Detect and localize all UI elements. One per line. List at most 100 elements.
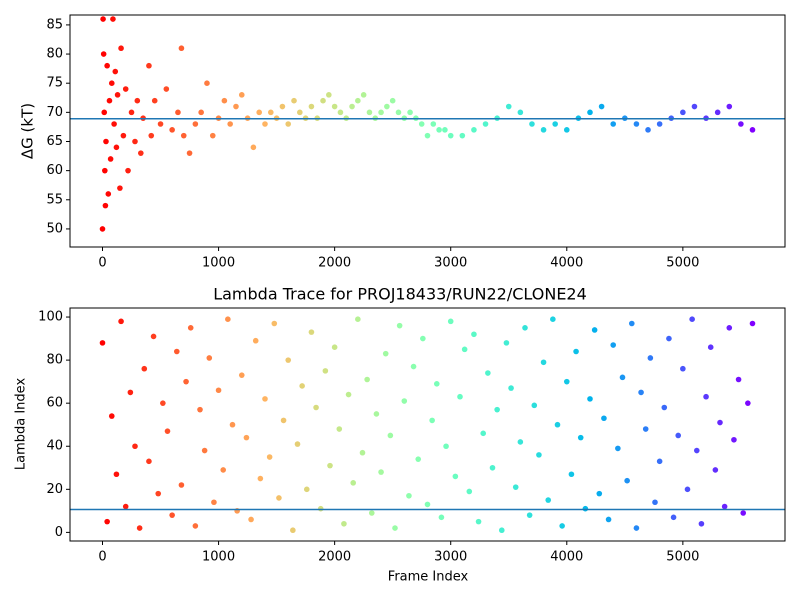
point — [146, 458, 152, 465]
point — [436, 127, 442, 133]
point — [512, 484, 519, 490]
point — [740, 510, 747, 516]
point — [206, 355, 213, 361]
point — [294, 441, 301, 447]
point — [442, 127, 448, 133]
point — [424, 132, 431, 139]
point — [211, 499, 217, 506]
point — [563, 127, 570, 133]
point — [424, 501, 431, 508]
point — [113, 144, 120, 151]
chart-title: Lambda Trace for PROJ18433/RUN22/CLONE24 — [213, 285, 587, 304]
point — [151, 97, 158, 104]
point — [169, 512, 175, 518]
y-tick-label: 70 — [46, 105, 63, 120]
point — [540, 359, 547, 366]
point — [633, 525, 640, 531]
point — [248, 516, 254, 523]
point — [382, 350, 389, 357]
point — [308, 103, 315, 110]
point — [536, 452, 542, 458]
point — [638, 389, 644, 396]
point — [684, 486, 691, 493]
point — [114, 92, 121, 98]
point — [494, 406, 500, 413]
point — [364, 376, 370, 383]
point — [197, 406, 203, 413]
point — [113, 471, 120, 478]
point — [714, 109, 721, 116]
point — [429, 417, 435, 424]
point — [192, 121, 199, 127]
point — [482, 121, 489, 127]
y-axis-label: ΔG (kT) — [19, 103, 37, 159]
point — [443, 443, 449, 450]
x-tick-label: 2000 — [318, 256, 351, 271]
point — [100, 51, 107, 57]
point — [102, 167, 108, 174]
point — [186, 150, 193, 156]
point — [680, 365, 686, 372]
x-tick-label: 2000 — [318, 550, 351, 565]
y-tick-label: 80 — [46, 47, 63, 62]
point — [163, 86, 170, 92]
point — [406, 492, 412, 499]
point — [498, 527, 505, 534]
point — [693, 447, 700, 454]
point — [596, 490, 603, 497]
point — [183, 378, 189, 385]
point — [220, 467, 227, 473]
point — [503, 340, 510, 346]
point — [209, 132, 216, 139]
y-tick-label: 40 — [46, 439, 63, 454]
point — [642, 426, 649, 432]
point — [598, 103, 605, 110]
point — [452, 473, 459, 480]
y-tick-label: 80 — [46, 353, 63, 368]
point — [266, 454, 273, 460]
point — [227, 121, 233, 127]
point — [107, 156, 114, 162]
point — [238, 372, 245, 378]
point — [225, 316, 231, 322]
point — [738, 121, 744, 127]
point — [127, 389, 134, 396]
point — [297, 109, 303, 116]
point — [215, 387, 222, 394]
x-tick-label: 5000 — [666, 256, 699, 271]
point — [582, 505, 589, 512]
point — [99, 226, 106, 232]
point — [122, 503, 129, 510]
point — [313, 404, 319, 411]
x-tick-label: 0 — [98, 256, 106, 271]
point — [355, 316, 361, 322]
point — [601, 415, 607, 422]
axes-frame — [69, 14, 786, 248]
point — [605, 516, 612, 523]
point — [105, 191, 112, 197]
point — [401, 398, 408, 404]
point — [647, 355, 654, 361]
point — [229, 421, 236, 428]
point — [726, 325, 733, 331]
point — [336, 426, 343, 432]
point — [373, 411, 380, 417]
point — [691, 103, 698, 110]
point — [134, 97, 141, 104]
point — [587, 109, 593, 116]
y-tick-label: 60 — [46, 163, 63, 178]
point — [712, 467, 719, 473]
point — [430, 121, 437, 127]
point — [471, 127, 477, 133]
point — [118, 318, 124, 325]
point — [698, 520, 705, 527]
point — [279, 103, 286, 110]
x-tick-label: 4000 — [550, 256, 583, 271]
point — [396, 322, 403, 329]
point — [102, 202, 109, 209]
point — [173, 348, 180, 355]
point — [169, 127, 175, 133]
point — [749, 320, 756, 327]
point — [238, 92, 245, 98]
axes-frame — [69, 307, 786, 542]
